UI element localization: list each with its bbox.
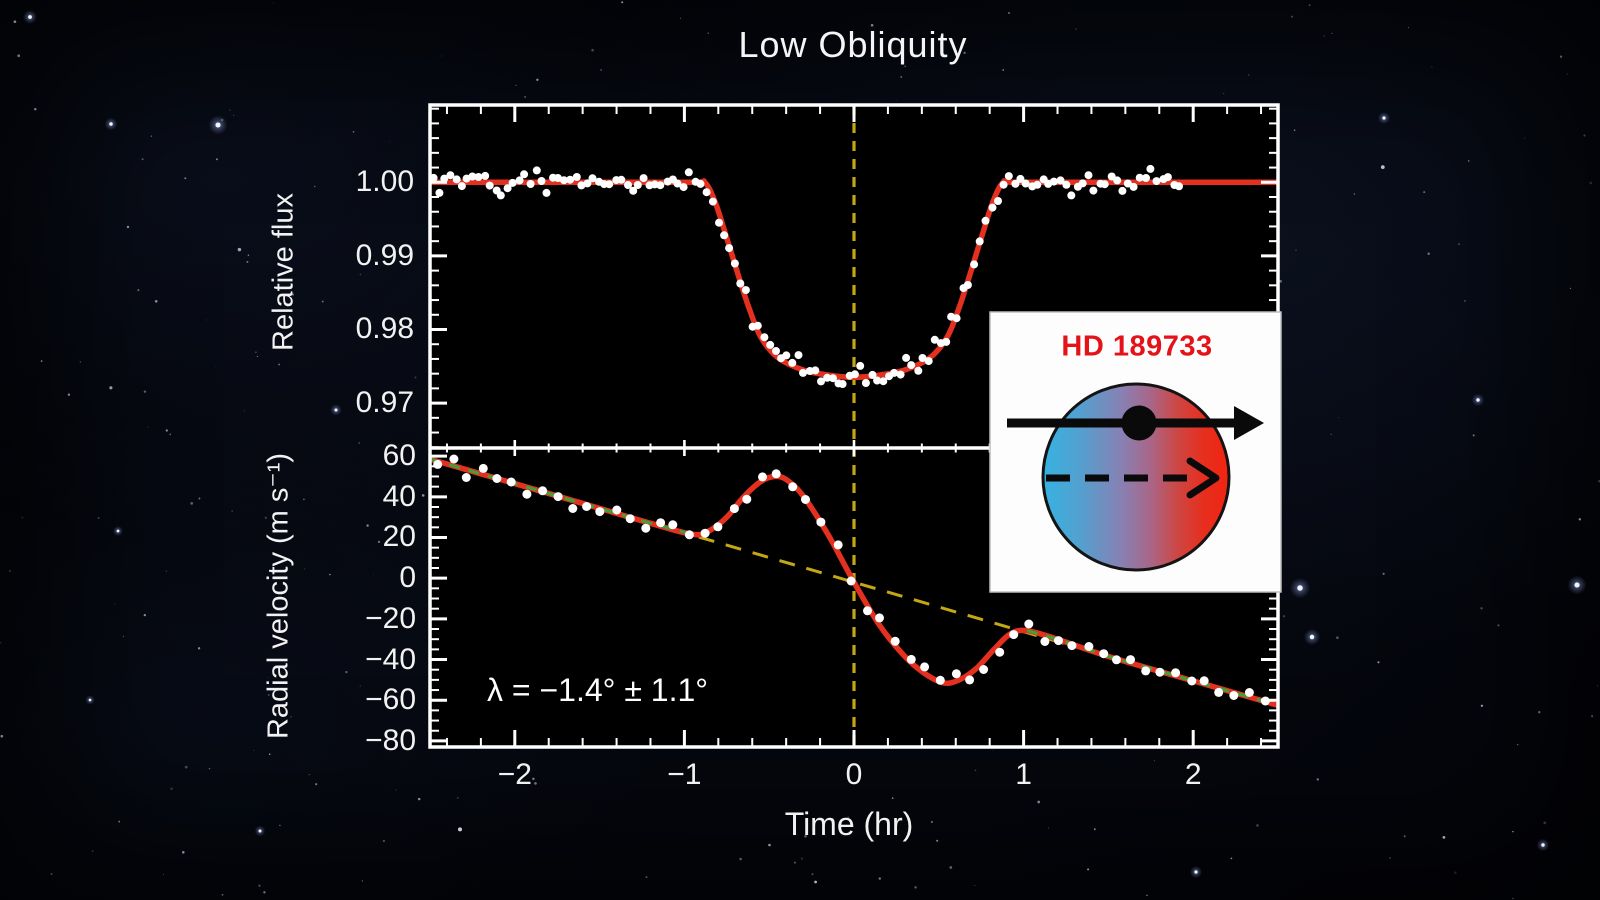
rv-axis-label: Radial velocity (m s⁻¹) [262, 452, 295, 740]
rm-model-overlay-dashed [430, 457, 694, 536]
time-axis-label: Time (hr) [784, 806, 914, 842]
rv-panel [430, 454, 1278, 709]
inset-title: HD 189733 [1061, 330, 1213, 363]
arrowhead-chevron [1186, 457, 1220, 499]
orbital-motion-arrow [1007, 405, 1264, 441]
figure-title: Low Obliquity [738, 24, 968, 65]
stellar-spin-arrow [1046, 457, 1220, 499]
flux-data-points [430, 164, 1183, 388]
rm-model-overlay-dashed [1026, 629, 1274, 706]
arrowhead [1234, 406, 1264, 440]
lambda-annotation: λ = −1.4° ± 1.1° [487, 672, 709, 708]
inset-diagram [989, 311, 1282, 593]
flux-axis-label: Relative flux [267, 193, 300, 351]
flux-panel [430, 164, 1278, 388]
planet-dot [1121, 405, 1157, 441]
